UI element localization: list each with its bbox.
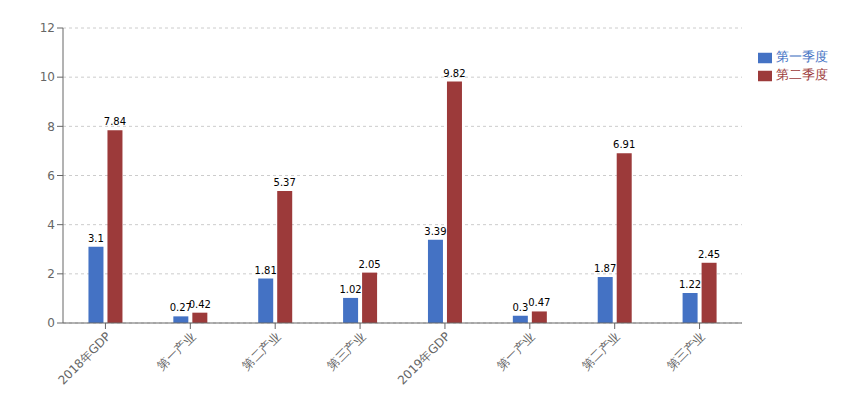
svg-text:1.81: 1.81 <box>255 265 277 276</box>
svg-text:12: 12 <box>40 21 55 35</box>
svg-text:9.82: 9.82 <box>443 68 465 79</box>
svg-text:0.3: 0.3 <box>512 302 528 313</box>
svg-text:1.02: 1.02 <box>339 284 361 295</box>
svg-text:0.27: 0.27 <box>169 302 192 314</box>
svg-text:2019年GDP: 2019年GDP <box>395 329 453 387</box>
svg-text:10: 10 <box>40 70 55 84</box>
svg-text:1.22: 1.22 <box>679 279 701 290</box>
svg-text:7.84: 7.84 <box>104 116 126 127</box>
svg-text:第二产业: 第二产业 <box>579 329 623 373</box>
html-text:第二季度: 第二季度 <box>776 67 828 82</box>
svg-text:0.47: 0.47 <box>528 297 550 308</box>
svg-text:2.05: 2.05 <box>358 259 380 270</box>
svg-text:0: 0 <box>47 316 55 330</box>
svg-text:2: 2 <box>47 267 55 281</box>
svg-text:1.87: 1.87 <box>594 263 616 274</box>
svg-text:3.39: 3.39 <box>424 226 446 237</box>
svg-text:第一产业: 第一产业 <box>494 329 538 373</box>
html-text:第一季度: 第一季度 <box>776 49 828 64</box>
svg-text:6: 6 <box>47 169 55 183</box>
svg-text:第三产业: 第三产业 <box>324 329 368 373</box>
svg-text:第二产业: 第二产业 <box>239 329 283 373</box>
svg-text:0.42: 0.42 <box>189 299 211 310</box>
svg-text:5.37: 5.37 <box>274 177 296 188</box>
svg-text:8: 8 <box>47 120 55 134</box>
svg-text:2.45: 2.45 <box>698 249 720 260</box>
svg-text:第一产业: 第一产业 <box>155 329 199 373</box>
svg-text:6.91: 6.91 <box>613 139 635 150</box>
svg-text:3.1: 3.1 <box>88 233 104 244</box>
svg-text:第三产业: 第三产业 <box>664 329 708 373</box>
svg-text:2018年GDP: 2018年GDP <box>55 329 113 387</box>
svg-text:4: 4 <box>47 218 55 232</box>
